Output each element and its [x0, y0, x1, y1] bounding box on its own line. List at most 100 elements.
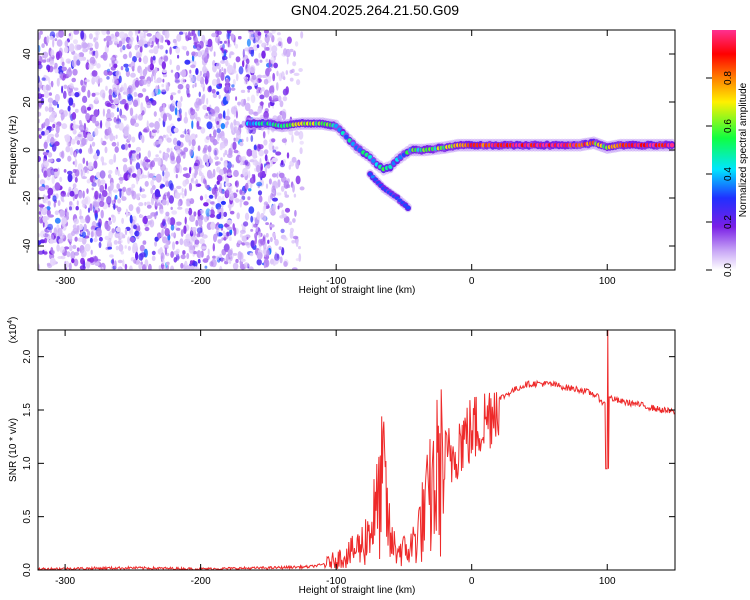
noise-speckle: [58, 30, 64, 38]
noise-speckle: [177, 110, 180, 118]
noise-speckle: [228, 53, 232, 59]
noise-speckle: [240, 89, 246, 93]
noise-speckle: [257, 190, 263, 196]
noise-speckle: [293, 50, 296, 57]
noise-speckle: [81, 137, 87, 146]
noise-speckle: [242, 48, 245, 58]
noise-speckle: [204, 114, 210, 119]
noise-speckle: [216, 91, 220, 95]
noise-speckle: [63, 46, 69, 53]
noise-speckle: [200, 215, 204, 221]
noise-speckle: [144, 43, 148, 48]
noise-speckle: [198, 91, 201, 98]
noise-speckle: [157, 42, 160, 49]
noise-speckle: [235, 258, 239, 264]
noise-speckle: [157, 157, 162, 166]
noise-speckle: [91, 75, 98, 83]
noise-speckle: [125, 208, 128, 218]
noise-speckle: [176, 140, 181, 147]
noise-speckle: [247, 89, 250, 93]
noise-speckle: [281, 138, 287, 144]
noise-speckle: [255, 36, 259, 44]
noise-speckle: [165, 49, 168, 54]
noise-speckle: [114, 31, 120, 37]
y-tick-label: 40: [22, 48, 33, 60]
noise-speckle: [172, 241, 175, 251]
colorbar-ticks: 0.0 0.2 0.4 0.6 0.8: [706, 71, 734, 277]
noise-speckle: [292, 235, 299, 240]
noise-speckle: [117, 266, 122, 270]
noise-speckle: [86, 170, 90, 174]
noise-speckle: [193, 266, 197, 270]
noise-speckle: [123, 164, 128, 173]
noise-speckle: [250, 228, 254, 232]
noise-speckle: [283, 261, 288, 267]
noise-speckle: [140, 134, 143, 141]
noise-speckle: [128, 168, 133, 174]
noise-speckle: [88, 161, 93, 171]
noise-speckle: [50, 136, 55, 146]
noise-speckle: [223, 211, 228, 217]
noise-speckle: [141, 174, 148, 179]
noise-speckle: [125, 187, 132, 196]
noise-speckle: [243, 262, 249, 268]
noise-speckle: [78, 191, 83, 199]
noise-speckle: [179, 238, 184, 246]
noise-speckle: [67, 173, 73, 183]
noise-speckle: [190, 108, 196, 116]
noise-speckle: [191, 180, 197, 184]
noise-speckle: [88, 33, 93, 40]
noise-speckle: [271, 45, 278, 53]
noise-speckle: [226, 161, 232, 170]
noise-speckle: [298, 130, 304, 140]
noise-speckle: [113, 153, 117, 163]
noise-speckle: [242, 167, 249, 177]
noise-speckle: [109, 63, 111, 67]
noise-speckle: [73, 55, 78, 63]
noise-speckle: [124, 245, 127, 249]
noise-speckle: [210, 108, 215, 114]
noise-speckle: [274, 184, 279, 189]
noise-speckle: [285, 86, 289, 95]
noise-speckle: [208, 210, 211, 216]
noise-speckle: [85, 62, 90, 70]
noise-speckle: [52, 123, 56, 129]
noise-speckle: [261, 87, 265, 92]
noise-speckle: [50, 247, 54, 254]
noise-speckle: [250, 240, 255, 249]
noise-speckle: [170, 251, 174, 258]
noise-speckle: [180, 262, 184, 269]
noise-speckle: [130, 72, 136, 78]
noise-speckle: [115, 227, 121, 233]
noise-speckle: [119, 108, 123, 118]
signal-core: [669, 143, 675, 148]
noise-speckle: [211, 258, 217, 268]
noise-speckle: [55, 124, 60, 134]
noise-speckle: [163, 264, 167, 270]
noise-speckle: [118, 244, 124, 252]
noise-speckle: [196, 44, 202, 51]
noise-speckle: [220, 212, 225, 217]
noise-speckle: [182, 250, 186, 255]
noise-speckle: [107, 246, 112, 250]
noise-speckle: [208, 186, 212, 192]
noise-speckle: [189, 76, 194, 83]
noise-speckle: [170, 159, 176, 165]
noise-speckle: [196, 74, 202, 82]
noise-speckle: [82, 190, 85, 199]
noise-speckle: [44, 129, 50, 136]
noise-speckle: [278, 246, 282, 251]
noise-speckle: [135, 146, 141, 152]
noise-speckle: [72, 183, 77, 189]
noise-speckle: [68, 32, 73, 41]
noise-speckle: [38, 93, 43, 99]
noise-speckle: [225, 231, 232, 237]
noise-speckle: [113, 63, 118, 69]
noise-speckle: [87, 42, 90, 50]
noise-speckle: [136, 177, 139, 185]
noise-speckle: [248, 206, 255, 214]
noise-speckle: [127, 134, 132, 142]
noise-speckle: [164, 152, 168, 162]
noise-speckle: [210, 117, 216, 122]
